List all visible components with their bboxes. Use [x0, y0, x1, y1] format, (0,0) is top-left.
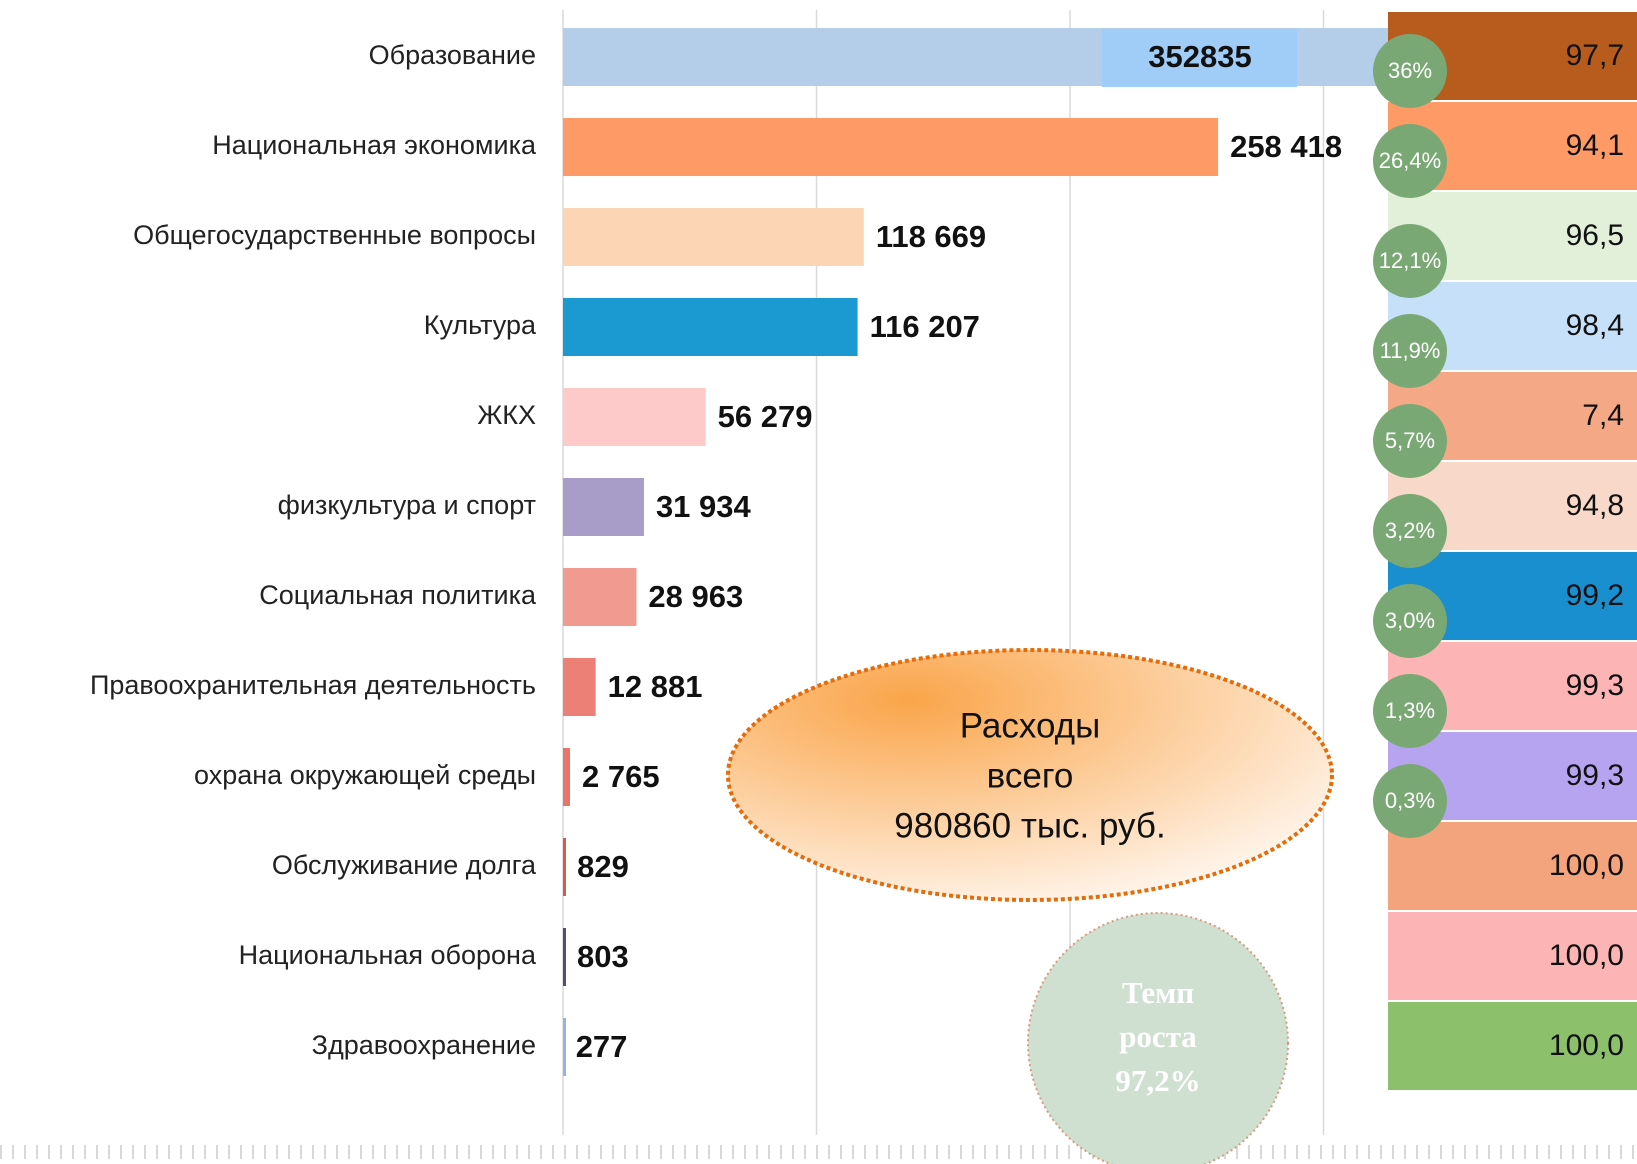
bar [563, 478, 644, 536]
share-label: 3,2% [1385, 518, 1435, 543]
bar [563, 298, 858, 356]
rate-label: 99,3 [1566, 759, 1624, 792]
share-circle [1373, 124, 1447, 198]
total-text: всего [987, 756, 1074, 795]
rate-cell [1388, 822, 1637, 910]
bar [563, 118, 1219, 176]
share-circle [1373, 764, 1447, 838]
share-label: 36% [1388, 58, 1432, 83]
share-label: 11,9% [1380, 338, 1441, 363]
share-circle [1373, 674, 1447, 748]
rate-label: 94,1 [1566, 129, 1624, 162]
rate-cell [1388, 1002, 1637, 1090]
total-ellipse [726, 648, 1334, 902]
rate-label: 100,0 [1549, 849, 1624, 882]
value-label: 258 418 [1230, 129, 1342, 164]
rate-label: 99,3 [1566, 669, 1624, 702]
rate-cell [1388, 912, 1637, 1000]
category-label: Национальная экономика [212, 130, 537, 160]
bar [563, 838, 566, 896]
bar [563, 928, 566, 986]
share-circle [1373, 404, 1447, 478]
category-label: Общегосударственные вопросы [133, 220, 536, 250]
rate-text: 97,2% [1115, 1063, 1200, 1098]
bar [563, 748, 571, 806]
bar [563, 568, 637, 626]
category-label: Социальная политика [259, 580, 537, 610]
rate-label: 100,0 [1549, 1029, 1624, 1062]
bar [563, 28, 1458, 86]
share-circle [1373, 314, 1447, 388]
category-label: Правоохранительная деятельность [90, 670, 536, 700]
rate-label: 98,4 [1566, 309, 1624, 342]
rate-label: 7,4 [1582, 399, 1624, 432]
value-label-box [1102, 29, 1297, 87]
category-label: Здравоохранение [312, 1030, 536, 1060]
bar [563, 1018, 566, 1076]
share-label: 26,4% [1379, 148, 1441, 173]
value-label: 28 963 [648, 579, 743, 614]
value-label: 829 [577, 849, 629, 884]
share-label: 0,3% [1385, 788, 1435, 813]
bar [563, 658, 596, 716]
value-label: 12 881 [608, 669, 703, 704]
value-label: 2 765 [582, 759, 660, 794]
category-label: охрана окружающей среды [194, 760, 536, 790]
rate-label: 97,7 [1566, 39, 1624, 72]
bar [563, 388, 706, 446]
total-text: 980860 тыс. руб. [894, 806, 1165, 845]
share-label: 5,7% [1385, 428, 1435, 453]
value-label: 116 207 [870, 309, 980, 344]
share-label: 3,0% [1385, 608, 1435, 633]
rate-text: роста [1119, 1019, 1197, 1054]
value-label: 803 [577, 939, 629, 974]
rate-label: 100,0 [1549, 939, 1624, 972]
value-label: 352835 [1148, 39, 1251, 74]
rate-text: Темп [1122, 975, 1194, 1010]
total-text: Расходы [960, 706, 1101, 745]
share-circle [1373, 224, 1447, 298]
value-label: 31 934 [656, 489, 752, 524]
category-label: Национальная оборона [239, 940, 537, 970]
category-label: Культура [424, 310, 537, 340]
share-circle [1373, 34, 1447, 108]
category-label: физкультура и спорт [278, 490, 536, 520]
share-circle [1373, 584, 1447, 658]
value-label: 118 669 [876, 219, 986, 254]
category-label: ЖКХ [477, 400, 536, 430]
share-label: 1,3% [1385, 698, 1435, 723]
rate-label: 99,2 [1566, 579, 1624, 612]
category-label: Обслуживание долга [272, 850, 537, 880]
category-label: Образование [369, 40, 536, 70]
share-circle [1373, 494, 1447, 568]
rate-circle [1027, 912, 1289, 1164]
rate-label: 96,5 [1566, 219, 1624, 252]
bar [563, 208, 864, 266]
share-label: 12,1% [1379, 248, 1441, 273]
value-label: 277 [576, 1029, 628, 1064]
rate-label: 94,8 [1566, 489, 1624, 522]
value-label: 56 279 [718, 399, 813, 434]
